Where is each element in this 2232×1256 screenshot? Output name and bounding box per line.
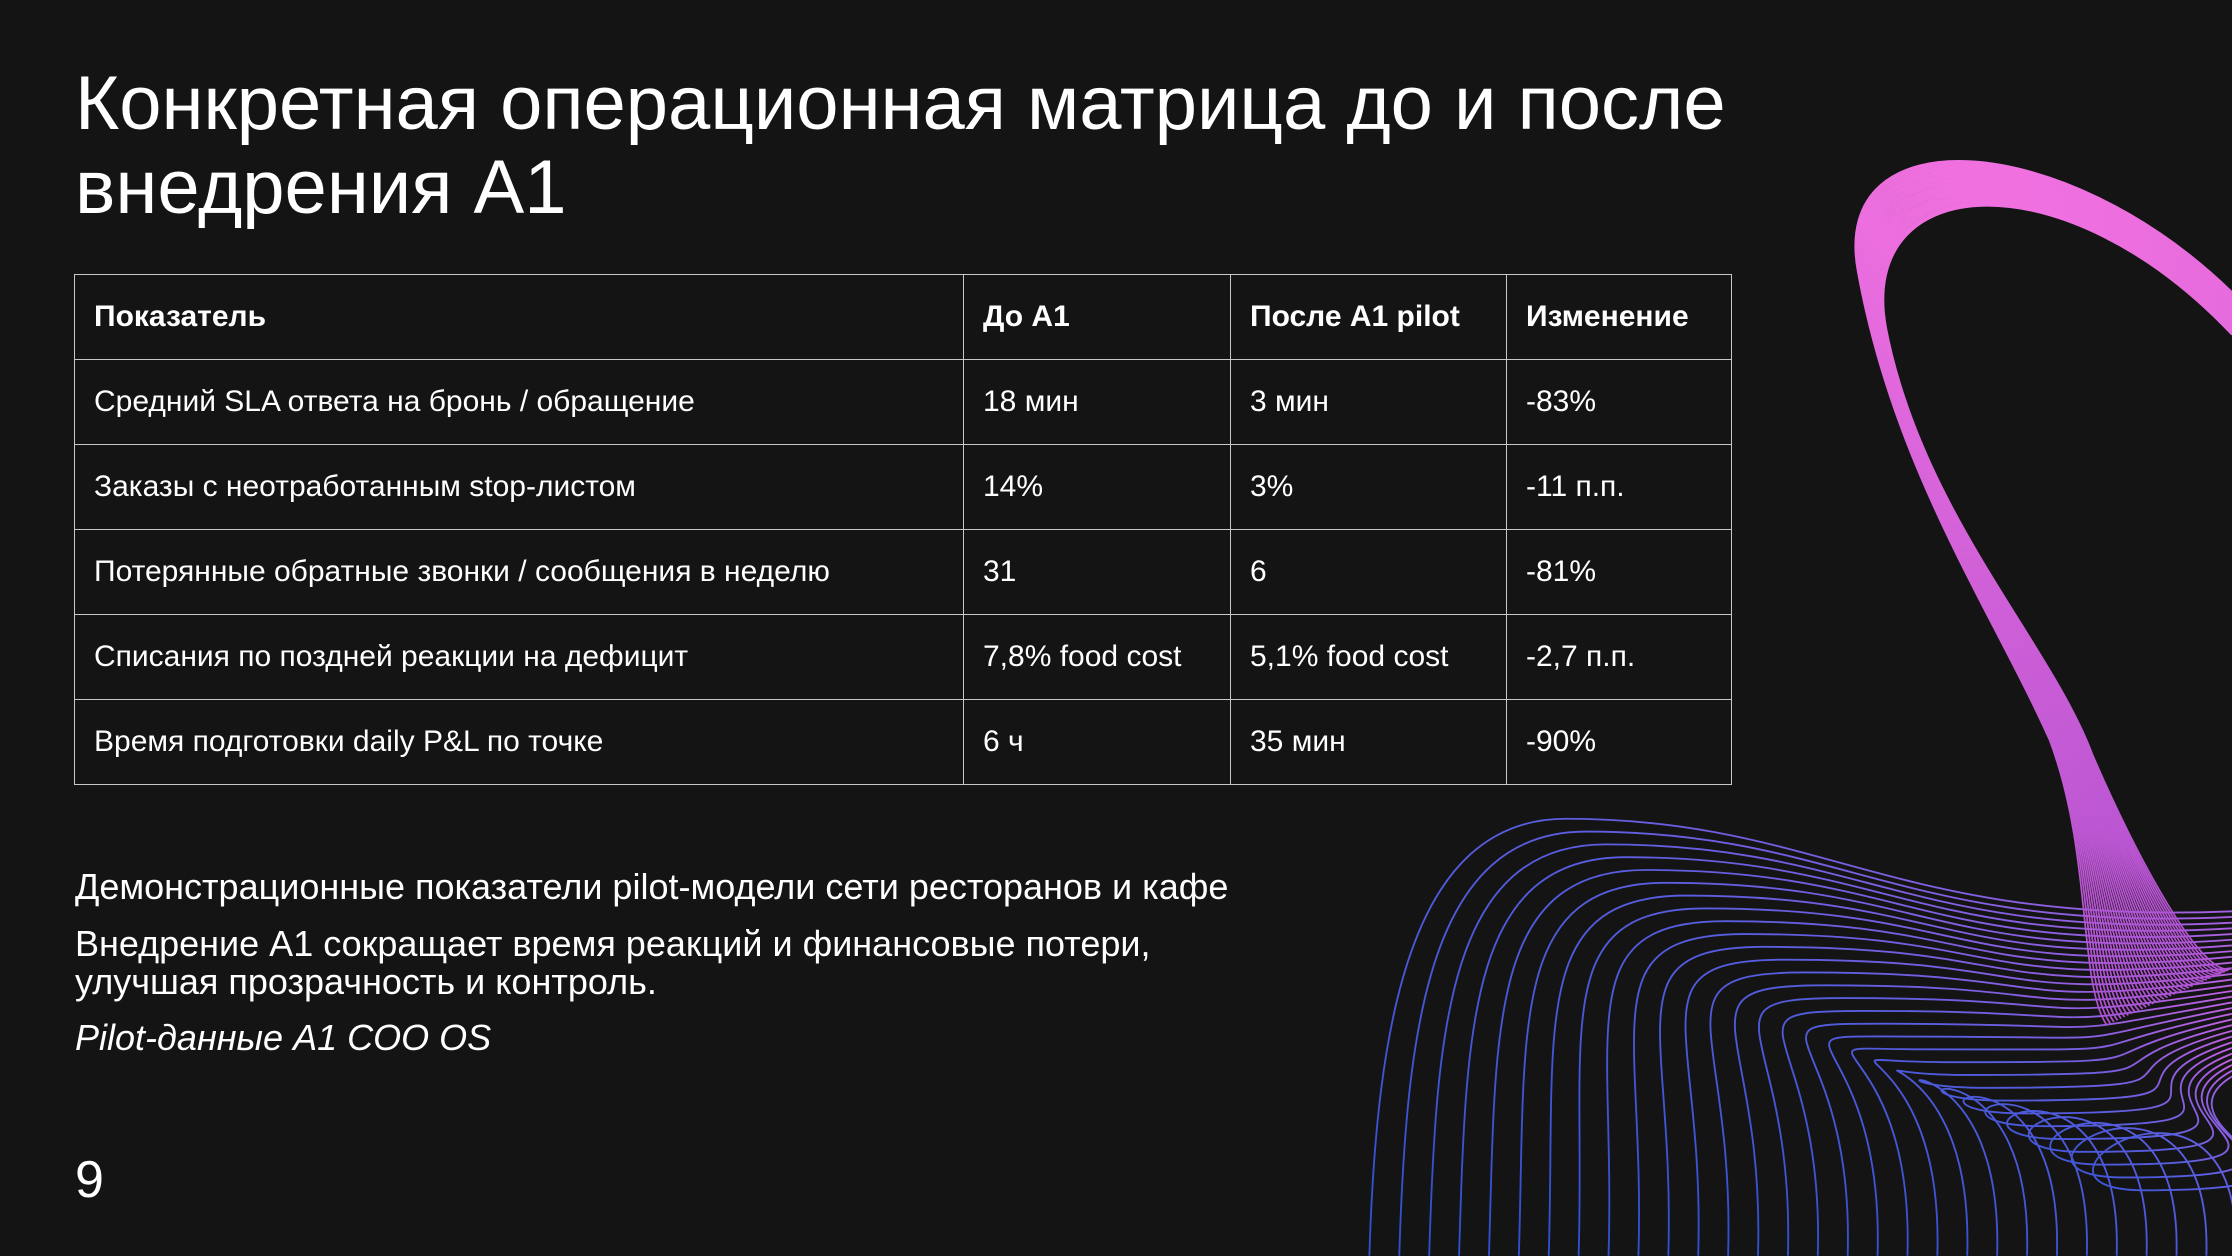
- wave-line: [1880, 201, 2232, 975]
- wave-line: [1547, 894, 2232, 1256]
- header-cell: Показатель: [74, 274, 964, 360]
- wave-line: [1879, 199, 2232, 976]
- wave-line: [1488, 869, 2232, 1256]
- metrics-table: Показатель До A1 После A1 pilot Изменение С…: [74, 274, 1732, 785]
- table-cell: 6 ч: [963, 699, 1231, 785]
- header-cell: До A1: [963, 274, 1231, 360]
- wave-line: [1940, 1035, 2232, 1256]
- note: Внедрение A1 сокращает время реакций и ф…: [75, 923, 1151, 1002]
- table-cell: 6: [1230, 529, 1507, 615]
- wave-line: [1398, 830, 2232, 1256]
- title: Конкретная операционная матрица до и пос…: [75, 61, 1726, 230]
- wave-line: [1882, 205, 2232, 971]
- table-cell: Заказы с неотработанным stop-листом: [74, 444, 964, 530]
- wave-line: [1851, 1012, 2232, 1256]
- wave-line: [2092, 1075, 2232, 1207]
- wave-line: [1918, 1029, 2232, 1256]
- wave-line: [1869, 183, 2232, 997]
- table-cell: -81%: [1506, 529, 1732, 615]
- wave-line: [1865, 176, 2232, 1005]
- wave-line: [1872, 188, 2232, 991]
- wave-line: [1368, 817, 2232, 1256]
- wave-line: [1757, 990, 2232, 1256]
- header-cell: После A1 pilot: [1230, 274, 1507, 360]
- note: Демонстрационные показатели pilot-модели…: [75, 866, 1229, 907]
- wave-line: [1734, 984, 2232, 1256]
- table-row: Списания по поздней реакции на дефицит 7,…: [74, 614, 1732, 700]
- wave-line: [1877, 196, 2232, 981]
- table-row: Время подготовки daily P&L по точке 6 ч 35…: [74, 699, 1732, 785]
- table-cell: -11 п.п.: [1506, 444, 1732, 530]
- wave-line: [1805, 1001, 2232, 1256]
- wave-line: [1684, 958, 2232, 1256]
- wave-line: [1865, 178, 2232, 1004]
- table-cell: -83%: [1506, 359, 1732, 445]
- table-cell: 31: [963, 529, 1231, 615]
- wave-line: [1863, 174, 2232, 1008]
- page-number: 9: [75, 1151, 104, 1209]
- table-cell: 18 мин: [963, 359, 1231, 445]
- table-row: Средний SLA ответа на бронь / обращение 1…: [74, 359, 1732, 445]
- table-cell: Время подготовки daily P&L по точке: [74, 699, 964, 785]
- wave-line: [1606, 920, 2232, 1256]
- wave-line: [1984, 1047, 2232, 1256]
- wave-line: [1659, 945, 2232, 1256]
- wave-line: [1876, 194, 2232, 983]
- source: Pilot-данные A1 COO OS: [75, 1017, 492, 1058]
- wave-line: [1881, 203, 2232, 972]
- wave-line: [1877, 197, 2232, 979]
- wave-line: [1857, 165, 2232, 1020]
- table-cell: Потерянные обратные звонки / сообщения в…: [74, 529, 964, 615]
- wave-line: [1860, 169, 2232, 1015]
- table-body: Средний SLA ответа на бронь / обращение 1…: [74, 359, 1732, 785]
- table-cell: 14%: [963, 444, 1231, 530]
- wave-line: [1709, 971, 2232, 1256]
- wave-line: [1861, 170, 2232, 1013]
- wave-line: [2027, 1058, 2232, 1256]
- header-cell: Изменение: [1506, 274, 1732, 360]
- table-row: Потерянные обратные звонки / сообщения в…: [74, 529, 1732, 615]
- table-cell: 7,8% food cost: [963, 614, 1231, 700]
- wave-line: [1881, 202, 2232, 973]
- wave-line: [1867, 180, 2232, 1000]
- wave-line: [1864, 175, 2232, 1007]
- wave-line: [1869, 184, 2232, 996]
- wave-line: [1458, 856, 2232, 1256]
- wave-line: [1577, 907, 2232, 1256]
- wave-line: [1896, 1024, 2232, 1256]
- wave-line: [1875, 193, 2232, 984]
- table-cell: Списания по поздней реакции на дефицит: [74, 614, 964, 700]
- table-cell: 3%: [1230, 444, 1507, 530]
- wave-line: [2070, 1069, 2232, 1256]
- wave-line: [1854, 160, 2232, 1026]
- wave-line: [1873, 189, 2232, 989]
- wave-line: [1874, 192, 2232, 986]
- wave-line: [1871, 187, 2232, 992]
- table-cell: 35 мин: [1230, 699, 1507, 785]
- wave-line: [1873, 1018, 2232, 1256]
- wave-line: [1828, 1007, 2232, 1256]
- wave-line: [1861, 171, 2232, 1012]
- wave-line: [1633, 933, 2232, 1256]
- table-cell: 3 мин: [1230, 359, 1507, 445]
- wave-line: [1517, 881, 2232, 1256]
- table-cell: Средний SLA ответа на бронь / обращение: [74, 359, 964, 445]
- wave-line: [1868, 182, 2232, 999]
- wave-line: [1878, 198, 2232, 978]
- table-cell: -90%: [1506, 699, 1732, 785]
- table-row: Заказы с неотработанным stop-листом 14% 3%…: [74, 444, 1732, 530]
- wave-line: [2049, 1064, 2232, 1256]
- wave-line: [1870, 185, 2232, 994]
- wave-line: [1857, 164, 2232, 1021]
- header-row: Показатель До A1 После A1 pilot Изменение: [74, 274, 1732, 360]
- wave-line: [1428, 843, 2232, 1256]
- wave-line: [1873, 191, 2232, 987]
- table-cell: -2,7 п.п.: [1506, 614, 1732, 700]
- wave-line: [1866, 179, 2232, 1002]
- table-cell: 5,1% food cost: [1230, 614, 1507, 700]
- wave-line: [1856, 162, 2232, 1023]
- wave-line: [1962, 1041, 2232, 1256]
